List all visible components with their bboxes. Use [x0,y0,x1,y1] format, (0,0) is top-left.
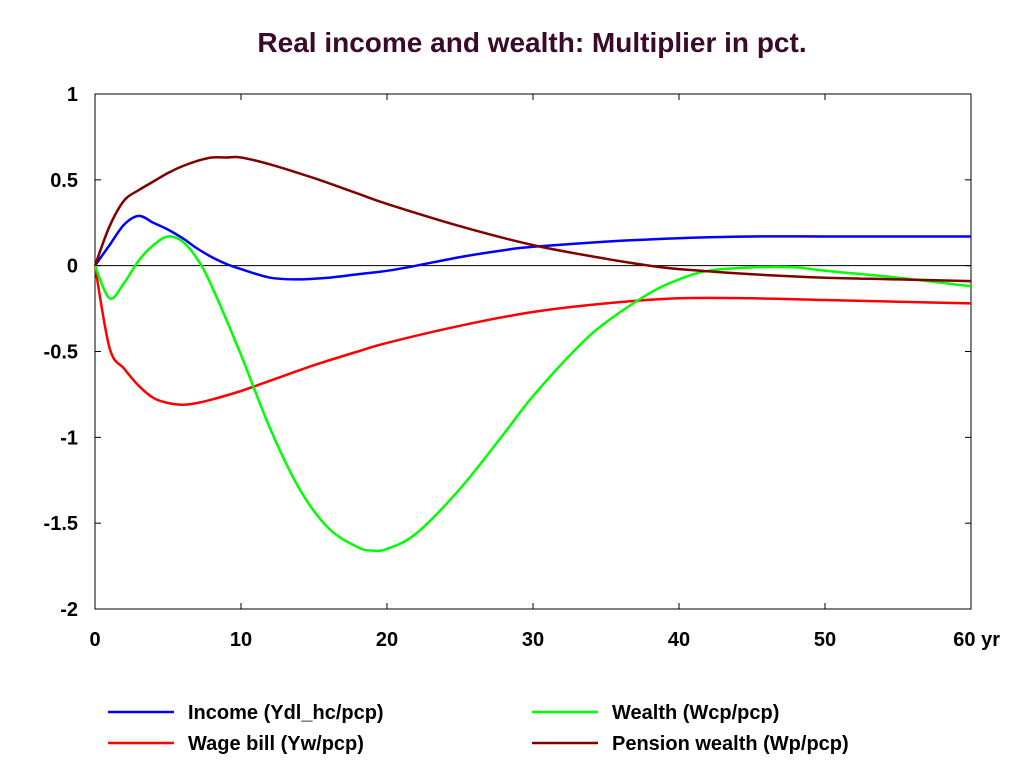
legend-label: Pension wealth (Wp/pcp) [612,733,849,755]
legend-label: Income (Ydl_hc/pcp) [188,702,384,724]
ticks-layer: 1 0.5 0 -0.5 -1 -1.5 -2 0 10 20 30 40 50 60 yr [44,84,1001,651]
x-tick-label: 60 yr [953,629,1000,651]
series-line-3 [93,235,972,553]
y-tick-label: -1.5 [44,513,78,535]
plot-frame [94,93,972,610]
legend-label: Wage bill (Yw/pcp) [188,733,364,755]
x-tick-label: 0 [89,629,100,651]
series-line-4 [93,155,972,283]
chart-title: Real income and wealth: Multiplier in pc… [257,27,806,58]
x-tick-label: 40 [668,629,690,651]
y-tick-label: 0.5 [50,170,78,192]
y-tick-label: -2 [60,599,78,621]
y-tick-label: 1 [67,84,78,106]
x-tick-label: 30 [522,629,544,651]
series-line-1 [93,214,971,281]
x-tick-label: 20 [376,629,398,651]
series-layer [93,155,972,553]
x-tick-label: 50 [814,629,836,651]
y-tick-label: -0.5 [44,342,78,364]
legend: Income (Ydl_hc/pcp) Wage bill (Yw/pcp) Wea… [108,702,849,755]
y-tick-label: 0 [67,256,78,278]
series-line-2 [93,265,972,406]
legend-label: Wealth (Wcp/pcp) [612,702,779,724]
y-tick-label: -1 [60,427,78,449]
x-tick-label: 10 [230,629,252,651]
